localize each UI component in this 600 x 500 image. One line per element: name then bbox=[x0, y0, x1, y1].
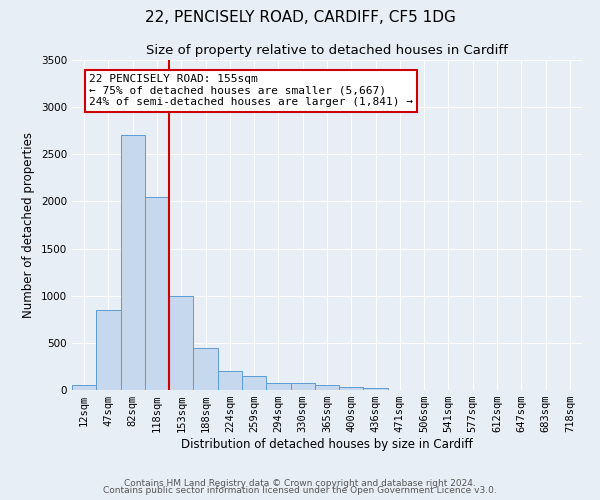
X-axis label: Distribution of detached houses by size in Cardiff: Distribution of detached houses by size … bbox=[181, 438, 473, 451]
Text: Contains HM Land Registry data © Crown copyright and database right 2024.: Contains HM Land Registry data © Crown c… bbox=[124, 478, 476, 488]
Bar bbox=[364, 388, 388, 390]
Bar bbox=[339, 387, 364, 390]
Text: 22, PENCISELY ROAD, CARDIFF, CF5 1DG: 22, PENCISELY ROAD, CARDIFF, CF5 1DG bbox=[145, 10, 455, 25]
Bar bbox=[242, 376, 266, 390]
Y-axis label: Number of detached properties: Number of detached properties bbox=[22, 132, 35, 318]
Bar bbox=[315, 385, 339, 390]
Bar bbox=[193, 348, 218, 390]
Bar bbox=[72, 386, 96, 390]
Bar bbox=[121, 136, 145, 390]
Bar bbox=[169, 296, 193, 390]
Bar bbox=[290, 383, 315, 390]
Title: Size of property relative to detached houses in Cardiff: Size of property relative to detached ho… bbox=[146, 44, 508, 58]
Bar bbox=[218, 371, 242, 390]
Bar bbox=[96, 310, 121, 390]
Bar bbox=[266, 383, 290, 390]
Text: Contains public sector information licensed under the Open Government Licence v3: Contains public sector information licen… bbox=[103, 486, 497, 495]
Text: 22 PENCISELY ROAD: 155sqm
← 75% of detached houses are smaller (5,667)
24% of se: 22 PENCISELY ROAD: 155sqm ← 75% of detac… bbox=[89, 74, 413, 108]
Bar bbox=[145, 196, 169, 390]
